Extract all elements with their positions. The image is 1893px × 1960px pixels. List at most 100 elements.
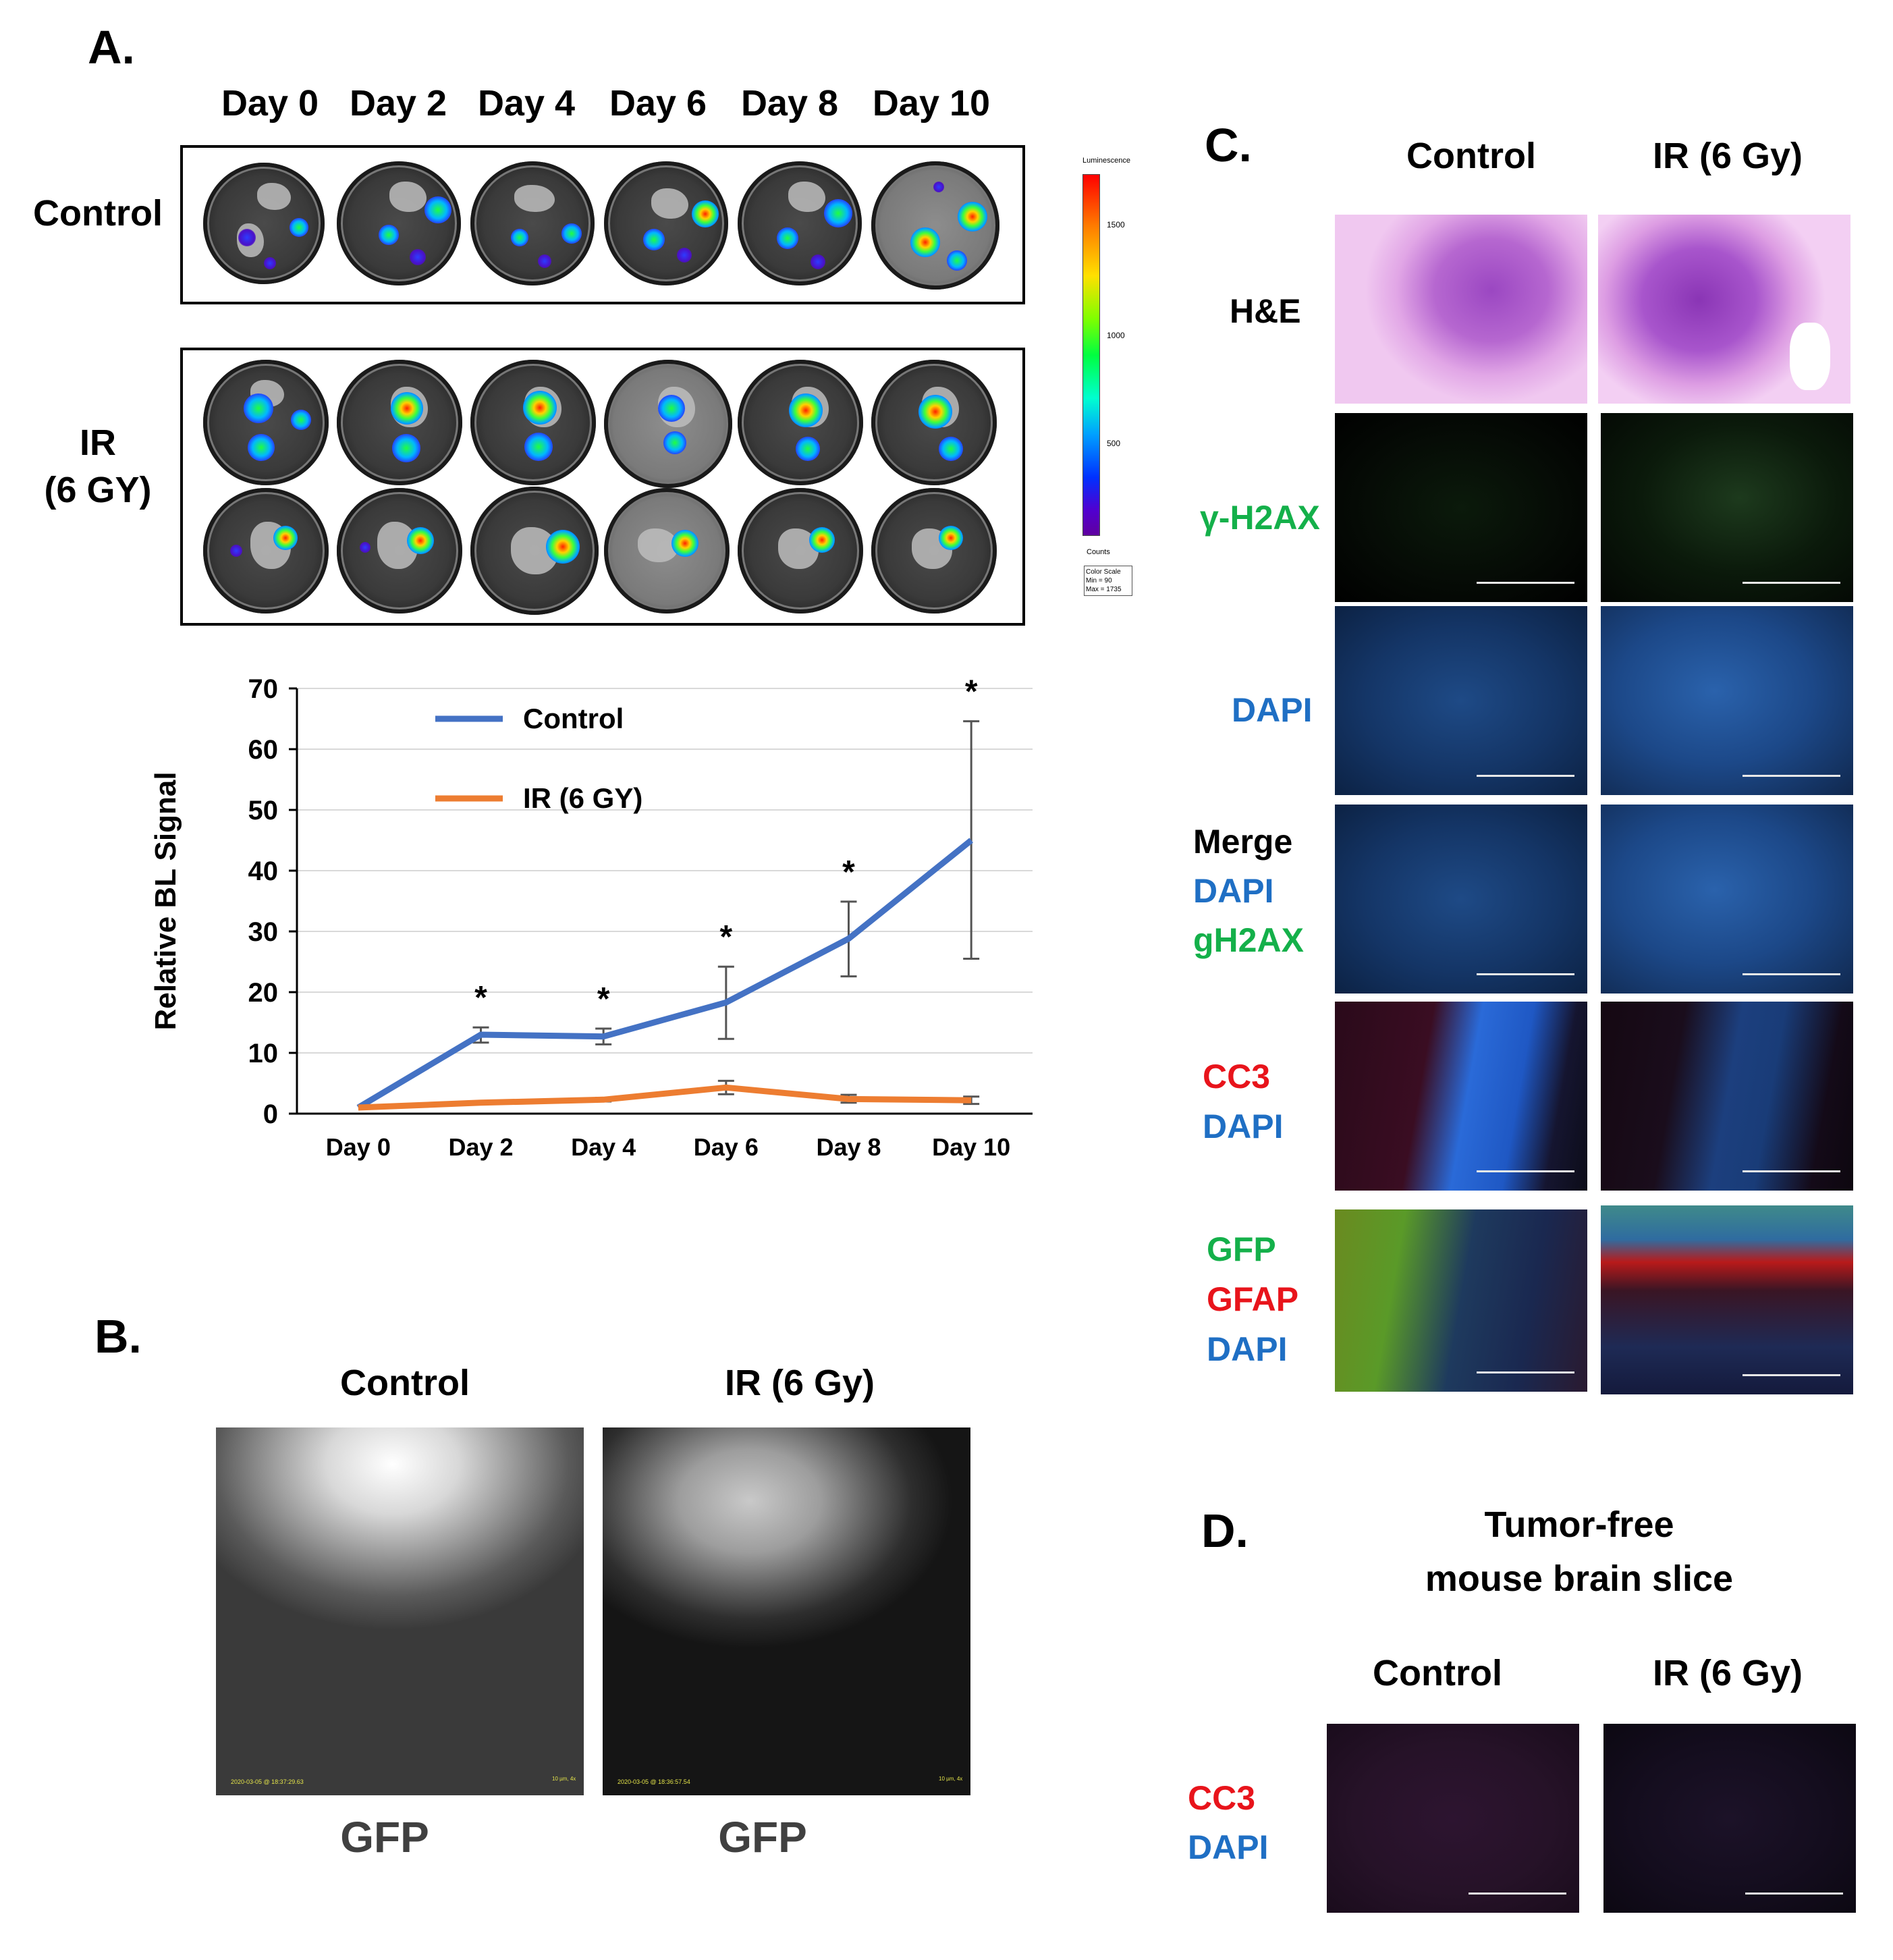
legend-label-0: Control [523, 703, 624, 734]
bl-signal-chart: 0 10 20 30 40 50 60 70 Day 0 Day 2 Day 4 Day 6 Day 8… [149, 674, 1033, 1161]
gfp-caption-ir: GFP [718, 1813, 807, 1861]
significance-mark: * [719, 919, 732, 955]
panel-d-title-2: mouse brain slice [1425, 1558, 1734, 1599]
dapi-image-control [1335, 606, 1587, 795]
bli-dish [470, 487, 599, 615]
x-tick-label: Day 4 [571, 1133, 636, 1161]
bli-dish [604, 360, 732, 488]
gfp-image-ir: 2020-03-05 @ 18:36:57.54 10 µm, 4x [603, 1427, 970, 1795]
panel-d-row-dapi: DAPI [1188, 1828, 1269, 1866]
panel-d-letter: D. [1201, 1504, 1249, 1557]
colorbar-units: Counts [1087, 548, 1110, 556]
colorbar-scale-box: Color Scale Min = 90 Max = 1735 [1084, 566, 1132, 596]
he-image-ir [1598, 215, 1850, 404]
colorbar-scale-title: Color Scale [1086, 568, 1121, 576]
row-label-dapi: DAPI [1232, 691, 1313, 729]
y-tick-label: 20 [248, 978, 279, 1008]
row-label-merge: Merge [1193, 823, 1293, 861]
gfp-stamp-ir: 2020-03-05 @ 18:36:57.54 [618, 1778, 690, 1785]
dapi-image-ir [1601, 606, 1853, 795]
gfp-gfap-image-ir [1601, 1205, 1853, 1394]
bli-dish [203, 163, 325, 284]
y-tick-label: 40 [248, 856, 279, 886]
he-image-control [1335, 215, 1587, 404]
bli-dish [604, 488, 730, 614]
merge-image-control [1335, 805, 1587, 993]
series-line-1 [358, 1084, 972, 1111]
day-label-8: Day 8 [740, 83, 839, 124]
cc3-image-ir [1601, 1002, 1853, 1191]
row-label-ir-2: (6 GY) [44, 470, 152, 510]
significance-mark: * [842, 854, 855, 890]
series-line-0 [356, 838, 973, 1110]
panel-d-col-control: Control [1373, 1653, 1502, 1693]
y-tick-label: 50 [248, 796, 279, 825]
x-tick-label: Day 0 [326, 1133, 391, 1161]
control-bli-box [180, 145, 1025, 304]
row-label-ir-1: IR [80, 423, 116, 463]
bli-dish [337, 161, 461, 285]
x-tick-label: Day 2 [448, 1133, 513, 1161]
gfp-caption-control: GFP [340, 1813, 429, 1861]
bli-dish [470, 360, 596, 485]
y-tick-label: 10 [248, 1039, 279, 1068]
x-tick-label: Day 10 [932, 1133, 1010, 1161]
day-label-10: Day 10 [872, 83, 991, 124]
x-tick-label: Day 8 [816, 1133, 881, 1161]
colorbar-scale-max: Max = 1735 [1086, 586, 1122, 593]
bli-dish [203, 488, 329, 614]
colorbar-tick-1000: 1000 [1107, 331, 1125, 340]
panel-c-col-ir: IR (6 Gy) [1652, 136, 1803, 176]
panel-d-title-1: Tumor-free [1484, 1504, 1674, 1545]
row-label-gfap: GFAP [1207, 1280, 1299, 1318]
bli-dish [337, 360, 462, 485]
ir-bli-box [180, 348, 1025, 626]
bli-dish [604, 161, 728, 285]
y-tick-label: 60 [248, 735, 279, 765]
panel-a-letter: A. [88, 21, 135, 74]
merge-image-ir [1601, 805, 1853, 993]
colorbar-tick-500: 500 [1107, 439, 1121, 448]
bli-dish [738, 161, 862, 285]
significance-mark: * [965, 674, 978, 710]
row-label-control: Control [33, 193, 163, 234]
panel-d-row-cc3: CC3 [1188, 1779, 1256, 1817]
gfp-image-control: 2020-03-05 @ 18:37:29.63 10 µm, 4x [216, 1427, 584, 1795]
bli-dish [470, 161, 595, 285]
gfp-scale-control: 10 µm, 4x [552, 1776, 576, 1782]
day-label-4: Day 4 [477, 83, 576, 124]
panel-b-letter: B. [94, 1310, 142, 1363]
h2ax-image-control [1335, 413, 1587, 602]
y-tick-label: 70 [248, 674, 279, 704]
significance-mark: * [597, 981, 610, 1017]
row-label-cc3-dapi: DAPI [1203, 1108, 1284, 1145]
row-label-merge-gh2ax: gH2AX [1193, 921, 1304, 959]
bli-dish [337, 488, 462, 614]
colorbar-tick-1500: 1500 [1107, 220, 1125, 229]
panel-d-col-ir: IR (6 Gy) [1652, 1653, 1803, 1693]
bli-dish [738, 360, 863, 485]
y-axis-title: Relative BL Signal [149, 771, 182, 1030]
bli-dish [738, 488, 863, 614]
colorbar-scale-min: Min = 90 [1086, 577, 1112, 584]
row-label-cc3: CC3 [1203, 1058, 1271, 1095]
row-label-gamma-h2ax: γ-H2AX [1200, 499, 1320, 537]
gfp-stamp-control: 2020-03-05 @ 18:37:29.63 [231, 1778, 304, 1785]
y-tick-label: 30 [248, 917, 279, 947]
y-tick-label: 0 [263, 1099, 278, 1129]
gfp-gfap-image-control [1335, 1209, 1587, 1392]
row-label-gfp: GFP [1207, 1230, 1276, 1268]
bli-dish [871, 360, 997, 485]
gfp-scale-ir: 10 µm, 4x [939, 1776, 963, 1782]
cc3-image-control [1335, 1002, 1587, 1191]
h2ax-image-ir [1601, 413, 1853, 602]
day-label-2: Day 2 [349, 83, 447, 124]
panel-b-col-control: Control [340, 1363, 470, 1403]
colorbar-title: Luminescence [1082, 157, 1130, 165]
bli-dish [871, 488, 997, 614]
day-label-0: Day 0 [221, 83, 319, 124]
panel-b-col-ir: IR (6 Gy) [724, 1363, 875, 1403]
significance-mark: * [474, 980, 487, 1016]
x-tick-label: Day 6 [694, 1133, 759, 1161]
day-label-6: Day 6 [609, 83, 707, 124]
